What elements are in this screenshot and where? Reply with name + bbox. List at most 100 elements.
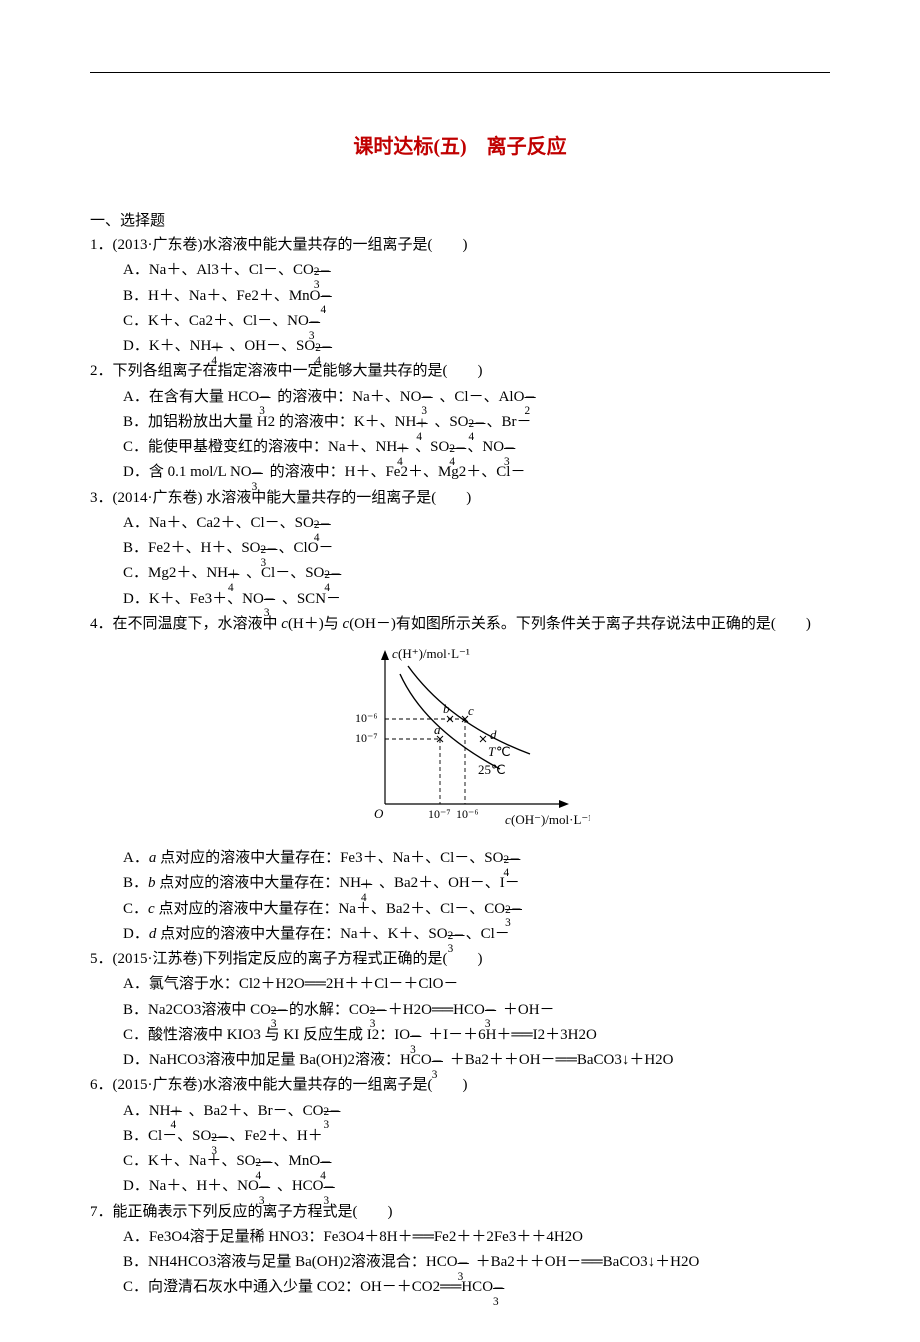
svg-text:O: O: [374, 806, 384, 821]
q2-opt-d: D．含 0.1 mol/L NO－3的溶液中：H＋、Fe2＋、Mg2＋、Cl－: [123, 461, 830, 484]
q7-opt-b: B．NH4HCO3溶液与足量 Ba(OH)2溶液混合：HCO－3＋Ba2＋＋OH…: [123, 1251, 830, 1274]
q6-opt-c: C．K＋、Na＋、SO2－4、MnO－4: [123, 1150, 830, 1173]
q4b-pt: b: [148, 875, 156, 891]
q1-stem: 1．(2013·广东卷)水溶液中能大量共存的一组离子是( ): [90, 234, 830, 257]
q3b2: 、ClO－: [279, 540, 334, 556]
q3d: D．K＋、Fe3＋、NO: [123, 591, 264, 607]
q6-opt-a: A．NH＋4、Ba2＋、Br－、CO2－3: [123, 1100, 830, 1123]
svg-text:d: d: [490, 727, 497, 742]
q1-opt-b: B．H＋、Na＋、Fe2＋、MnO－4: [123, 285, 830, 308]
q4b2: 、Ba2＋、OH－、I－: [379, 875, 520, 891]
q1-a-txt: A．Na＋、Al3＋、Cl－、CO: [123, 262, 314, 278]
q6a2: 、Ba2＋、Br－、CO: [189, 1103, 324, 1119]
q7-opt-c: C．向澄清石灰水中通入少量 CO2：OH－＋CO2══HCO－3: [123, 1276, 830, 1299]
q2a2: 的溶液中：Na＋、NO: [277, 389, 421, 405]
q2a1: A．在含有大量 HCO: [123, 389, 259, 405]
page: 课时达标(五) 离子反应 一、选择题 1．(2013·广东卷)水溶液中能大量共存…: [0, 0, 920, 1342]
svg-text:10⁻⁶: 10⁻⁶: [355, 711, 378, 725]
q1-d-tail: 、OH－、SO: [229, 338, 315, 354]
q5d1: D．NaHCO3溶液中加足量 Ba(OH)2溶液：HCO: [123, 1052, 432, 1068]
svg-text:c: c: [468, 703, 474, 718]
q7c1: C．向澄清石灰水中通入少量 CO2：OH－＋CO2══HCO: [123, 1279, 493, 1295]
q4a0: A．: [123, 850, 149, 866]
q4s1: 4．在不同温度下，水溶液中: [90, 616, 281, 632]
q5c2: ＋I－＋6H＋══I2＋3H2O: [428, 1027, 597, 1043]
q3-opt-b: B．Fe2＋、H＋、SO2－3、ClO－: [123, 537, 830, 560]
q5-opt-b: B．Na2CO3溶液中 CO2－3的水解：CO2－3＋H2O══HCO－3＋OH…: [123, 999, 830, 1022]
q6-opt-b: B．Cl－、SO2－3、Fe2＋、H＋: [123, 1125, 830, 1148]
q6-stem: 6．(2015·广东卷)水溶液中能大量共存的一组离子是( ): [90, 1074, 830, 1097]
q5b2: 的水解：CO: [289, 1002, 370, 1018]
q5-opt-c: C．酸性溶液中 KIO3 与 KI 反应生成 I2：IO－3＋I－＋6H＋══I…: [123, 1024, 830, 1047]
q6-opt-d: D．Na＋、H＋、NO－3、HCO－3: [123, 1175, 830, 1198]
q2-stem: 2．下列各组离子在指定溶液中一定能够大量共存的是( ): [90, 360, 830, 383]
section-heading: 一、选择题: [90, 209, 830, 230]
q4-opt-c: C．c 点对应的溶液中大量存在：Na＋、Ba2＋、Cl－、CO2－3: [123, 898, 830, 921]
q4-opt-d: D．d 点对应的溶液中大量存在：Na＋、K＋、SO2－3、Cl－: [123, 923, 830, 946]
q5b1: B．Na2CO3溶液中 CO: [123, 1002, 271, 1018]
q1-b-txt: B．H＋、Na＋、Fe2＋、MnO: [123, 288, 321, 304]
q5b4: ＋OH－: [503, 1002, 555, 1018]
q2a3: 、Cl－、AlO: [439, 389, 524, 405]
q4c0: C．: [123, 901, 148, 917]
q4d2: 、Cl－: [466, 926, 510, 942]
q2d1: D．含 0.1 mol/L NO: [123, 464, 252, 480]
svg-text:(OH⁻)/mol·L⁻¹: (OH⁻)/mol·L⁻¹: [511, 812, 590, 827]
q7-stem: 7．能正确表示下列反应的离子方程式是( ): [90, 1201, 830, 1224]
q2c1: C．能使甲基橙变红的溶液中：Na＋、NH: [123, 439, 397, 455]
q6b1: B．Cl－、SO: [123, 1128, 211, 1144]
svg-text:25℃: 25℃: [478, 762, 506, 777]
svg-text:10⁻⁷: 10⁻⁷: [355, 731, 378, 745]
q3-opt-a: A．Na＋、Ca2＋、Cl－、SO2－4: [123, 512, 830, 535]
q4-opt-b: B．b 点对应的溶液中大量存在：NH＋4、Ba2＋、OH－、I－: [123, 872, 830, 895]
q6c1: C．K＋、Na＋、SO: [123, 1153, 256, 1169]
q1-d-txt: D．K＋、NH: [123, 338, 211, 354]
q3-stem: 3．(2014·广东卷) 水溶液中能大量共存的一组离子是( ): [90, 487, 830, 510]
q1-opt-c: C．K＋、Ca2＋、Cl－、NO－3: [123, 310, 830, 333]
q4d1: 点对应的溶液中大量存在：Na＋、K＋、SO: [156, 926, 447, 942]
q4s2: (H＋)与: [288, 616, 343, 632]
q4-stem: 4．在不同温度下，水溶液中 c(H＋)与 c(OH－)有如图所示关系。下列条件关…: [90, 613, 830, 636]
q4a1: 点对应的溶液中大量存在：Fe3＋、Na＋、Cl－、SO: [156, 850, 503, 866]
q1-c-txt: C．K＋、Ca2＋、Cl－、NO: [123, 313, 309, 329]
header-rule: [90, 72, 830, 73]
q6c2: 、MnO: [274, 1153, 321, 1169]
q7b1: B．NH4HCO3溶液与足量 Ba(OH)2溶液混合：HCO: [123, 1254, 458, 1270]
q5-opt-a: A．氯气溶于水：Cl2＋H2O══2H＋＋Cl－＋ClO－: [123, 973, 830, 996]
q3b: B．Fe2＋、H＋、SO: [123, 540, 261, 556]
q4s3: (OH－)有如图所示关系。下列条件关于离子共存说法中正确的是( ): [349, 616, 811, 632]
q7b2: ＋Ba2＋＋OH－══BaCO3↓＋H2O: [476, 1254, 700, 1270]
q4-figure: c (H⁺)/mol·L⁻¹ c (OH⁻)/mol·L⁻¹ 10⁻⁶ 10⁻⁷…: [90, 644, 830, 839]
q4-graph-svg: c (H⁺)/mol·L⁻¹ c (OH⁻)/mol·L⁻¹ 10⁻⁶ 10⁻⁷…: [330, 644, 590, 834]
q4-opt-a: A．a 点对应的溶液中大量存在：Fe3＋、Na＋、Cl－、SO2－4: [123, 847, 830, 870]
q6d1: D．Na＋、H＋、NO: [123, 1178, 259, 1194]
q1-opt-a: A．Na＋、Al3＋、Cl－、CO2－3: [123, 259, 830, 282]
q2b1: B．加铝粉放出大量 H2 的溶液中：K＋、NH: [123, 414, 416, 430]
svg-text:T: T: [488, 744, 496, 759]
page-title: 课时达标(五) 离子反应: [90, 130, 830, 159]
q4d0: D．: [123, 926, 149, 942]
q6b2: 、Fe2＋、H＋: [229, 1128, 322, 1144]
q1-opt-d: D．K＋、NH＋4、OH－、SO2－4: [123, 335, 830, 358]
q1-stem-text: 1．(2013·广东卷)水溶液中能大量共存的一组离子是( ): [90, 237, 467, 253]
svg-text:b: b: [443, 701, 450, 716]
q5-stem: 5．(2015·江苏卷)下列指定反应的离子方程式正确的是( ): [90, 948, 830, 971]
q5d2: ＋Ba2＋＋OH－══BaCO3↓＋H2O: [450, 1052, 674, 1068]
q3d2: 、SCN－: [282, 591, 341, 607]
q5-opt-d: D．NaHCO3溶液中加足量 Ba(OH)2溶液：HCO－3＋Ba2＋＋OH－═…: [123, 1049, 830, 1072]
q3c: C．Mg2＋、NH: [123, 565, 228, 581]
svg-text:(H⁺)/mol·L⁻¹: (H⁺)/mol·L⁻¹: [398, 646, 470, 661]
q5b3: ＋H2O══HCO: [388, 1002, 485, 1018]
svg-text:10⁻⁷: 10⁻⁷: [428, 807, 451, 821]
svg-text:10⁻⁶: 10⁻⁶: [456, 807, 479, 821]
q6a1: A．NH: [123, 1103, 171, 1119]
q2-opt-b: B．加铝粉放出大量 H2 的溶液中：K＋、NH＋4、SO2－4、Br－: [123, 411, 830, 434]
q3a: A．Na＋、Ca2＋、Cl－、SO: [123, 515, 314, 531]
q2b2: 、SO: [434, 414, 468, 430]
q5c1: C．酸性溶液中 KIO3 与 KI 反应生成 I2：IO: [123, 1027, 410, 1043]
q4b1: 点对应的溶液中大量存在：NH: [156, 875, 361, 891]
q3c2: 、Cl－、SO: [246, 565, 324, 581]
q4c-pt: c: [148, 901, 155, 917]
q4c1: 点对应的溶液中大量存在：Na＋、Ba2＋、Cl－、CO: [155, 901, 505, 917]
q3-opt-c: C．Mg2＋、NH＋4、Cl－、SO2－4: [123, 562, 830, 585]
